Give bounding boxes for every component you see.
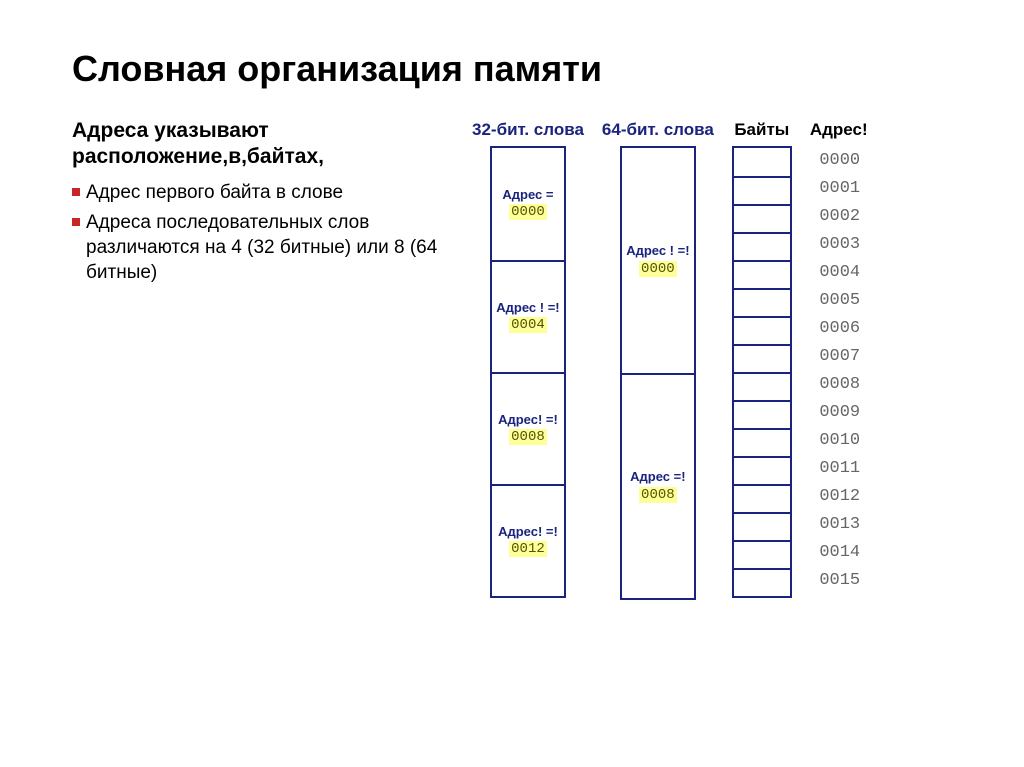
col-addr-list: 0000000100020003000400050006000700080009… bbox=[817, 146, 860, 594]
col-32bit-header: 32-бит. слова bbox=[472, 98, 584, 140]
word-cell-label: Адрес =! bbox=[630, 470, 685, 484]
word-cell-value: 0000 bbox=[509, 204, 547, 220]
addr-item: 0003 bbox=[817, 230, 860, 258]
word-cell: Адрес = 0000 bbox=[492, 148, 564, 260]
bullet-text: Адреса последовательных слов различаются… bbox=[86, 211, 448, 285]
slide-title: Словная организация памяти bbox=[72, 48, 972, 90]
col-addr: Адрес! 000000010002000300040005000600070… bbox=[810, 98, 868, 594]
byte-cell bbox=[734, 540, 790, 568]
byte-cell bbox=[734, 148, 790, 176]
bullet-item: Адрес первого байта в слове bbox=[72, 181, 448, 206]
byte-cell bbox=[734, 176, 790, 204]
byte-cell bbox=[734, 484, 790, 512]
byte-cell bbox=[734, 568, 790, 596]
byte-cell bbox=[734, 260, 790, 288]
bullet-square-icon bbox=[72, 188, 80, 196]
word-cell: Адрес ! =! 0004 bbox=[492, 260, 564, 372]
col-32bit: 32-бит. слова Адрес =0000Адрес ! =!0004А… bbox=[472, 98, 584, 598]
addr-item: 0005 bbox=[817, 286, 860, 314]
addr-item: 0007 bbox=[817, 342, 860, 370]
col-bytes-header: Байты bbox=[734, 98, 789, 140]
word-cell-value: 0004 bbox=[509, 317, 547, 333]
addr-item: 0008 bbox=[817, 370, 860, 398]
word-cell: Адрес ! =! 0000 bbox=[622, 148, 694, 373]
addr-item: 0010 bbox=[817, 426, 860, 454]
bullet-list: Адрес первого байта в слове Адреса послед… bbox=[72, 181, 448, 286]
addr-item: 0001 bbox=[817, 174, 860, 202]
addr-item: 0006 bbox=[817, 314, 860, 342]
body-row: Адреса указывают расположение,в,байтах, … bbox=[72, 118, 972, 600]
word-cell-label: Адрес! =! bbox=[498, 413, 558, 427]
subtitle: Адреса указывают расположение,в,байтах, bbox=[72, 118, 448, 171]
byte-cell bbox=[734, 232, 790, 260]
text-column: Адреса указывают расположение,в,байтах, … bbox=[72, 118, 472, 291]
byte-cell bbox=[734, 512, 790, 540]
byte-cell bbox=[734, 204, 790, 232]
word-cell-label: Адрес ! =! bbox=[496, 301, 559, 315]
word-cell-label: Адрес = bbox=[502, 188, 553, 202]
word-cell-value: 0012 bbox=[509, 541, 547, 557]
byte-cell bbox=[734, 456, 790, 484]
addr-item: 0014 bbox=[817, 538, 860, 566]
col-64bit: 64-бит. слова Адрес ! =! 0000 Адрес =! 0008 bbox=[602, 98, 714, 600]
word-cell: Адрес =! 0008 bbox=[622, 373, 694, 598]
word-cell: Адрес! =! 0008 bbox=[492, 372, 564, 484]
col-32bit-stack: Адрес =0000Адрес ! =!0004Адрес! =!0008Ад… bbox=[490, 146, 566, 598]
addr-item: 0004 bbox=[817, 258, 860, 286]
byte-cell bbox=[734, 400, 790, 428]
word-cell: Адрес! =! 0012 bbox=[492, 484, 564, 596]
addr-item: 0015 bbox=[817, 566, 860, 594]
bullet-text: Адрес первого байта в слове bbox=[86, 181, 343, 206]
byte-cell bbox=[734, 372, 790, 400]
byte-cell bbox=[734, 316, 790, 344]
addr-item: 0009 bbox=[817, 398, 860, 426]
addr-item: 0011 bbox=[817, 454, 860, 482]
bullet-square-icon bbox=[72, 218, 80, 226]
col-64bit-stack: Адрес ! =! 0000 Адрес =! 0008 bbox=[620, 146, 696, 600]
slide: Словная организация памяти Адреса указыв… bbox=[0, 0, 1024, 600]
bullet-item: Адреса последовательных слов различаются… bbox=[72, 211, 448, 285]
word-cell-value: 0008 bbox=[639, 487, 677, 503]
col-bytes: Байты bbox=[732, 98, 792, 598]
word-cell-value: 0000 bbox=[639, 261, 677, 277]
byte-cell bbox=[734, 428, 790, 456]
word-cell-label: Адрес ! =! bbox=[626, 244, 689, 258]
byte-cell bbox=[734, 288, 790, 316]
word-cell-label: Адрес! =! bbox=[498, 525, 558, 539]
diagram-column: 32-бит. слова Адрес =0000Адрес ! =!0004А… bbox=[472, 98, 868, 600]
addr-item: 0002 bbox=[817, 202, 860, 230]
addr-item: 0013 bbox=[817, 510, 860, 538]
word-cell-value: 0008 bbox=[509, 429, 547, 445]
addr-item: 0000 bbox=[817, 146, 860, 174]
byte-cell bbox=[734, 344, 790, 372]
col-bytes-stack bbox=[732, 146, 792, 598]
col-addr-header: Адрес! bbox=[810, 98, 868, 140]
addr-item: 0012 bbox=[817, 482, 860, 510]
col-64bit-header: 64-бит. слова bbox=[602, 98, 714, 140]
